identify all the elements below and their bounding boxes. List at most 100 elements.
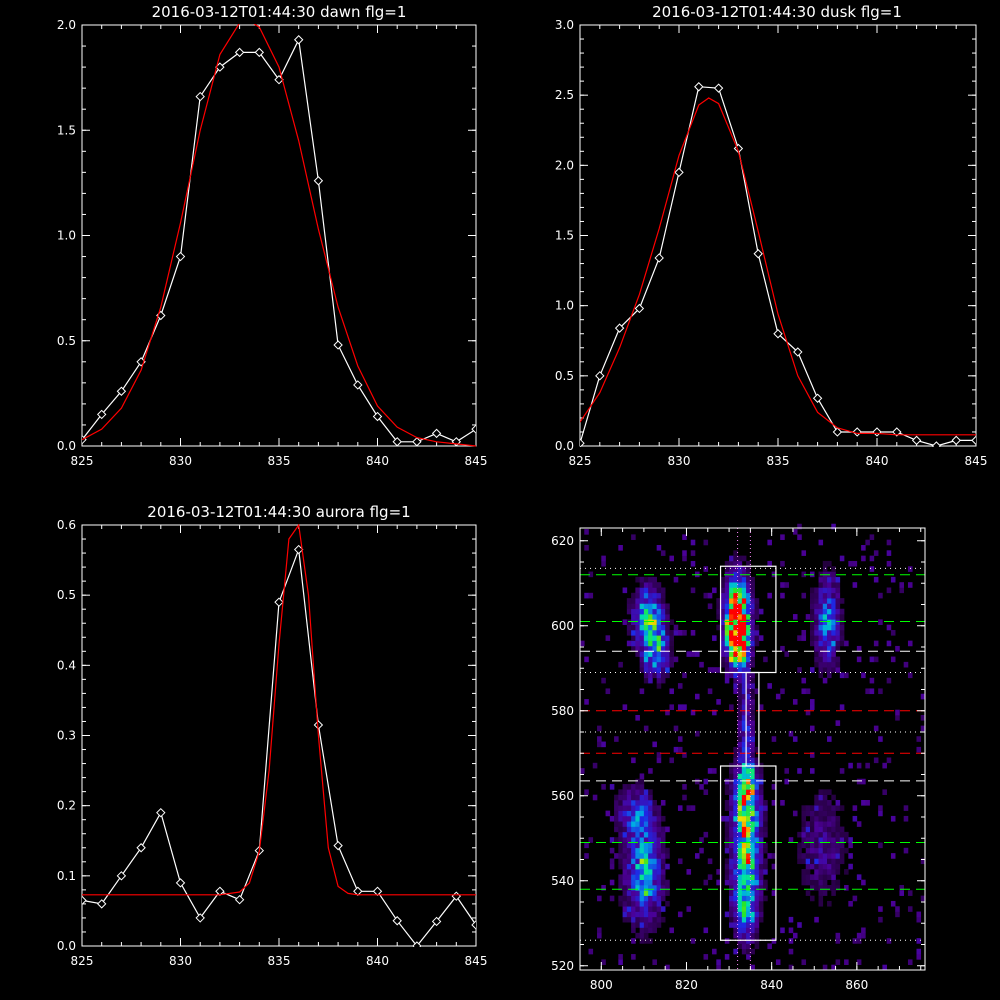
heatmap-cell	[716, 598, 721, 604]
heatmap-cell	[878, 688, 883, 695]
heatmap-cell	[622, 619, 628, 625]
heatmap-cell	[614, 800, 619, 806]
heatmap-cell	[639, 619, 645, 625]
heatmap-cell	[835, 938, 841, 944]
heatmap-cell	[741, 885, 747, 891]
heatmap-cell	[741, 630, 747, 636]
heatmap-cell	[669, 757, 674, 764]
heatmap-cell	[601, 677, 606, 684]
heatmap-cell	[597, 725, 602, 732]
heatmap-cell	[835, 614, 841, 620]
heatmap-cell	[788, 927, 794, 934]
heatmap-cell	[801, 869, 807, 875]
heatmap-cell	[652, 821, 657, 827]
heatmap-cell	[660, 885, 666, 891]
heatmap-cell	[856, 874, 862, 880]
heatmap-cell	[622, 800, 628, 806]
heatmap-cell	[831, 815, 836, 822]
dawn-data-point	[333, 340, 343, 350]
heatmap-cell	[737, 720, 743, 726]
heatmap-cell	[839, 635, 845, 641]
heatmap-cell	[750, 805, 755, 811]
heatmap-cell	[669, 630, 674, 636]
heatmap-cell	[631, 858, 636, 865]
heatmap-cell	[737, 911, 743, 918]
heatmap-cell	[652, 885, 657, 891]
heatmap-cell	[626, 598, 632, 604]
heatmap-cell	[865, 800, 870, 806]
heatmap-cell	[648, 837, 653, 843]
heatmap-cell	[758, 800, 764, 806]
heatmap-cell	[805, 709, 811, 716]
heatmap-cell	[631, 869, 636, 875]
heatmap-cell	[822, 582, 828, 588]
heatmap-cell	[660, 661, 666, 668]
heatmap-cell	[614, 815, 619, 822]
heatmap-cell	[814, 624, 819, 631]
heatmap-cell	[737, 699, 743, 705]
heatmap-cell	[660, 863, 666, 870]
heatmap-cell	[750, 853, 755, 859]
heatmap-cell	[746, 635, 751, 641]
heatmap-cell	[584, 529, 589, 535]
heatmap-cell	[639, 874, 645, 880]
heatmap-cell	[609, 815, 615, 822]
heatmap-cell	[733, 858, 738, 865]
heatmap-cell	[652, 608, 657, 615]
heatmap-cell	[622, 704, 628, 710]
heatmap-cell	[677, 858, 683, 865]
heatmap-cell	[643, 800, 649, 806]
heatmap-cell	[724, 608, 730, 615]
heatmap-cell	[805, 858, 811, 865]
heatmap-cell	[724, 667, 730, 673]
heatmap-cell	[746, 789, 751, 795]
heatmap-cell	[724, 566, 730, 572]
heatmap-cell	[746, 773, 751, 780]
heatmap-cell	[648, 863, 653, 870]
heatmap-cell	[848, 560, 853, 567]
heatmap-cell	[652, 869, 657, 875]
heatmap-cell	[703, 954, 709, 960]
heatmap-cell	[626, 879, 632, 886]
heatmap-cell	[660, 853, 666, 859]
heatmap-cell	[712, 768, 717, 774]
spectrogram-y-tick-label: 540	[551, 874, 574, 888]
heatmap-cell	[835, 630, 841, 636]
heatmap-cell	[741, 927, 747, 934]
aurora-y-tick-label: 0.4	[57, 658, 76, 672]
heatmap-cell	[635, 794, 640, 801]
heatmap-cell	[754, 922, 760, 928]
heatmap-cell	[648, 805, 653, 811]
heatmap-cell	[618, 815, 623, 822]
heatmap-cell	[754, 805, 760, 811]
dawn-y-tick-label: 1.0	[57, 229, 76, 243]
heatmap-cell	[729, 778, 734, 785]
heatmap-cell	[652, 847, 657, 854]
heatmap-cell	[746, 630, 751, 636]
heatmap-cell	[648, 656, 653, 663]
heatmap-cell	[737, 704, 743, 710]
heatmap-cell	[831, 571, 836, 578]
heatmap-cell	[648, 592, 653, 599]
heatmap-cell	[733, 911, 738, 918]
heatmap-cell	[737, 630, 743, 636]
heatmap-cell	[737, 752, 743, 758]
heatmap-cell	[733, 826, 738, 833]
heatmap-cell	[788, 837, 794, 843]
heatmap-cell	[890, 853, 896, 859]
heatmap-cell	[729, 603, 734, 610]
heatmap-cell	[780, 800, 785, 806]
heatmap-cell	[631, 624, 636, 631]
heatmap-cell	[716, 603, 721, 610]
heatmap-cell	[720, 815, 726, 822]
heatmap-cell	[754, 635, 760, 641]
heatmap-cell	[746, 709, 751, 716]
heatmap-cell	[741, 587, 747, 594]
heatmap-cell	[635, 895, 640, 902]
heatmap-cell	[822, 874, 828, 880]
heatmap-cell	[656, 815, 662, 822]
heatmap-cell	[737, 598, 743, 604]
heatmap-cell	[831, 619, 836, 625]
heatmap-cell	[639, 592, 645, 599]
aurora-plot-title: 2016-03-12T01:44:30 aurora flg=1	[147, 503, 410, 521]
